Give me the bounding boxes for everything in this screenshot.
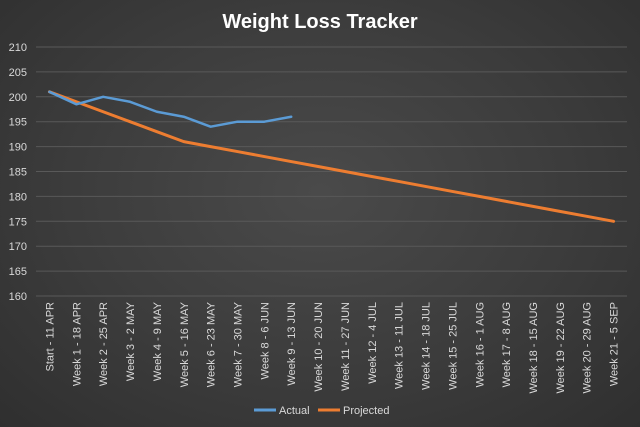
y-tick-label: 200 [9, 92, 27, 104]
y-tick-label: 195 [9, 117, 27, 129]
x-tick-label: Week 11 - 27 JUN [340, 302, 352, 391]
y-tick-label: 205 [9, 67, 27, 79]
y-tick-label: 175 [9, 216, 27, 228]
legend-label-actual: Actual [279, 405, 310, 417]
x-tick-label: Week 15 - 25 JUL [447, 302, 459, 390]
x-tick-label: Week 13 - 11 JUL [394, 302, 406, 389]
series-lines [47, 90, 616, 223]
x-tick-label: Week 19 - 22 AUG [555, 302, 567, 394]
x-tick-label: Week 16 - 1 AUG [474, 302, 486, 387]
x-tick-label: Week 18 - 15 AUG [528, 302, 540, 394]
x-tick-label: Week 6 - 23 MAY [206, 301, 218, 387]
x-tick-label: Week 8 - 6 JUN [259, 302, 271, 379]
x-tick-label: Start - 11 APR [44, 302, 56, 372]
x-tick-label: Week 20 - 29 AUG [582, 302, 594, 394]
y-tick-label: 185 [9, 167, 27, 179]
y-tick-label: 160 [9, 291, 27, 303]
x-tick-label: Week 12 - 4 JUL [367, 302, 379, 384]
gridlines [36, 46, 627, 297]
legend-label-projected: Projected [343, 405, 389, 417]
x-tick-label: Week 3 - 2 MAY [125, 301, 137, 381]
x-tick-label: Week 21 - 5 SEP [609, 302, 621, 386]
series-line-actual [48, 90, 293, 128]
x-tick-label: Week 10 - 20 JUN [313, 302, 325, 392]
y-tick-label: 210 [9, 42, 27, 54]
x-tick-label: Week 7 - 30 MAY [232, 301, 244, 387]
legend: Actual Projected [254, 405, 389, 417]
y-tick-label: 170 [9, 241, 27, 253]
x-tick-label: Week 4 - 9 MAY [152, 301, 164, 381]
y-axis-tick-labels: 160 165 170 175 180 185 190 195 200 205 210 [9, 42, 27, 303]
x-tick-label: Week 1 - 18 APR [71, 302, 83, 386]
y-tick-label: 190 [9, 142, 27, 154]
x-tick-label: Week 17 - 8 AUG [501, 302, 513, 387]
x-axis-tick-labels: Start - 11 APR Week 1 - 18 APR Week 2 - 25… [44, 301, 620, 393]
x-tick-label: Week 5 - 16 MAY [179, 301, 191, 387]
x-tick-label: Week 9 - 13 JUN [286, 302, 298, 386]
chart-title: Weight Loss Tracker [222, 11, 417, 33]
x-tick-label: Week 2 - 25 APR [98, 302, 110, 386]
x-tick-label: Week 14 - 18 JUL [421, 302, 433, 390]
y-tick-label: 180 [9, 191, 27, 203]
y-tick-label: 165 [9, 266, 27, 278]
series-line-projected [47, 90, 616, 223]
